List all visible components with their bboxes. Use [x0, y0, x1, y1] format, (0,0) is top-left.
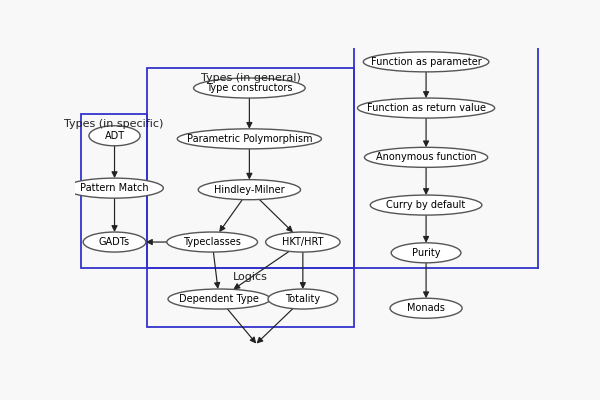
Ellipse shape [364, 147, 488, 167]
Text: HKT/HRT: HKT/HRT [282, 237, 323, 247]
Text: Pattern Match: Pattern Match [80, 183, 149, 193]
Ellipse shape [194, 78, 305, 98]
Text: ADT: ADT [104, 131, 125, 141]
Text: Logics: Logics [233, 272, 268, 282]
Ellipse shape [391, 243, 461, 263]
Text: Typeclasses: Typeclasses [183, 237, 241, 247]
Ellipse shape [266, 232, 340, 252]
Bar [147, 268, 354, 327]
Text: Anonymous function: Anonymous function [376, 152, 476, 162]
Text: Hindley-Milner: Hindley-Milner [214, 185, 284, 195]
Ellipse shape [83, 232, 146, 252]
Text: Function as parameter: Function as parameter [371, 57, 481, 67]
Ellipse shape [89, 126, 140, 146]
Text: Purity: Purity [412, 248, 440, 258]
Ellipse shape [370, 195, 482, 215]
Text: GADTs: GADTs [99, 237, 130, 247]
Text: Totality: Totality [285, 294, 320, 304]
Ellipse shape [358, 98, 494, 118]
Text: Function as return value: Function as return value [367, 103, 485, 113]
Ellipse shape [167, 232, 257, 252]
Ellipse shape [198, 180, 301, 200]
Text: Curry by default: Curry by default [386, 200, 466, 210]
Text: Types (in specific): Types (in specific) [64, 119, 164, 129]
Ellipse shape [363, 52, 489, 72]
Bar [147, 68, 354, 268]
Ellipse shape [390, 298, 462, 318]
Text: Types (in general): Types (in general) [201, 73, 301, 83]
Bar [81, 114, 147, 268]
Ellipse shape [66, 178, 163, 198]
Text: Type constructors: Type constructors [206, 83, 293, 93]
Text: Dependent Type: Dependent Type [179, 294, 259, 304]
Ellipse shape [168, 289, 271, 309]
Ellipse shape [268, 289, 338, 309]
Text: Monads: Monads [407, 303, 445, 313]
Ellipse shape [178, 129, 322, 149]
Text: Parametric Polymorphism: Parametric Polymorphism [187, 134, 312, 144]
